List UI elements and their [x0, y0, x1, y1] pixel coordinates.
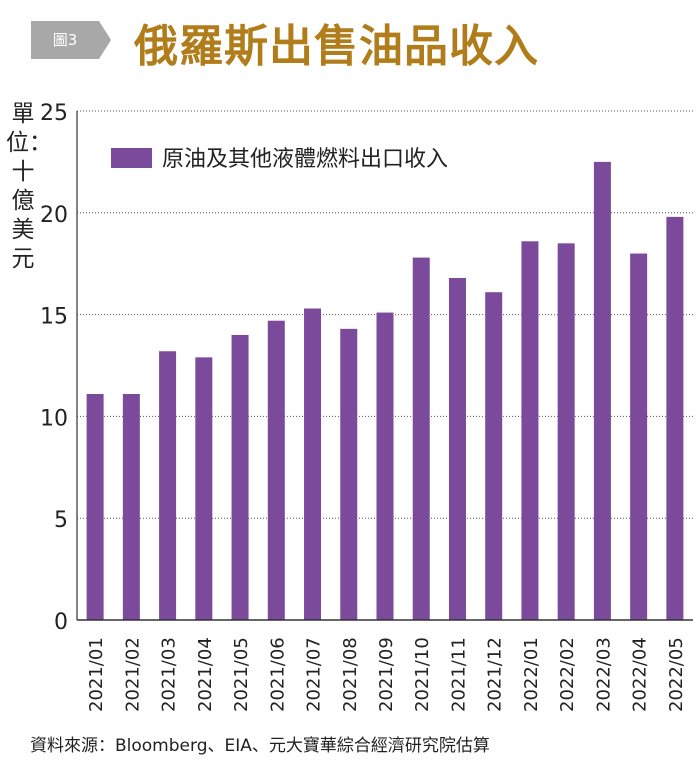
x-tick-label: 2021/12 — [485, 637, 506, 712]
x-tick-label: 2022/02 — [557, 637, 578, 712]
legend-label: 原油及其他液體燃料出口收入 — [162, 147, 448, 172]
x-tick-label: 2021/08 — [340, 637, 361, 712]
bar — [122, 394, 140, 620]
x-tick-label: 2021/09 — [376, 637, 397, 712]
figure-tag-label: 圖3 — [52, 31, 78, 49]
x-tick-label: 2021/05 — [231, 637, 252, 712]
bar — [666, 216, 684, 620]
bar — [159, 351, 177, 620]
x-tick-label: 2021/02 — [122, 637, 143, 712]
bar — [630, 253, 648, 620]
x-tick-label: 2022/04 — [630, 637, 651, 712]
x-tick-label: 2021/10 — [412, 637, 433, 712]
x-tick-label: 2022/01 — [521, 637, 542, 712]
x-tick-label: 2021/01 — [86, 637, 107, 712]
bar — [557, 243, 575, 620]
legend-swatch — [111, 148, 152, 168]
figure-tag: 圖3 — [31, 21, 111, 59]
x-tick-label: 2022/03 — [593, 637, 614, 712]
bar — [195, 357, 213, 620]
source-note: 資料來源：Bloomberg、EIA、元大寶華綜合經濟研究院估算 — [30, 736, 490, 756]
y-tick-label: 20 — [40, 203, 68, 228]
y-tick-label: 15 — [40, 305, 68, 330]
bar — [485, 292, 503, 620]
y-tick-label: 25 — [40, 101, 68, 126]
y-tick-label: 5 — [54, 508, 68, 533]
bar — [376, 312, 394, 620]
bar — [521, 241, 539, 620]
x-tick-label: 2021/06 — [267, 637, 288, 712]
bar — [267, 320, 285, 620]
x-tick-label: 2021/07 — [304, 637, 325, 712]
x-tick-label: 2021/11 — [448, 637, 469, 712]
bar — [231, 334, 249, 620]
bar — [304, 308, 322, 620]
y-tick-label: 0 — [54, 610, 68, 635]
bar — [412, 257, 430, 620]
x-tick-label: 2021/04 — [195, 637, 216, 712]
chart-title: 俄羅斯出售油品收入 — [134, 21, 539, 72]
bar-chart: 0 5 10 15 20 25 2021/01 2021/02 2021/03 2021/04 20… — [40, 101, 693, 712]
bar — [593, 161, 611, 620]
y-tick-label: 10 — [40, 406, 68, 431]
bar — [86, 394, 104, 620]
x-tick-label: 2021/03 — [159, 637, 180, 712]
bar — [448, 277, 466, 620]
x-tick-label: 2022/05 — [666, 637, 687, 712]
bar — [340, 328, 358, 620]
figure-tag-shape — [31, 21, 111, 59]
